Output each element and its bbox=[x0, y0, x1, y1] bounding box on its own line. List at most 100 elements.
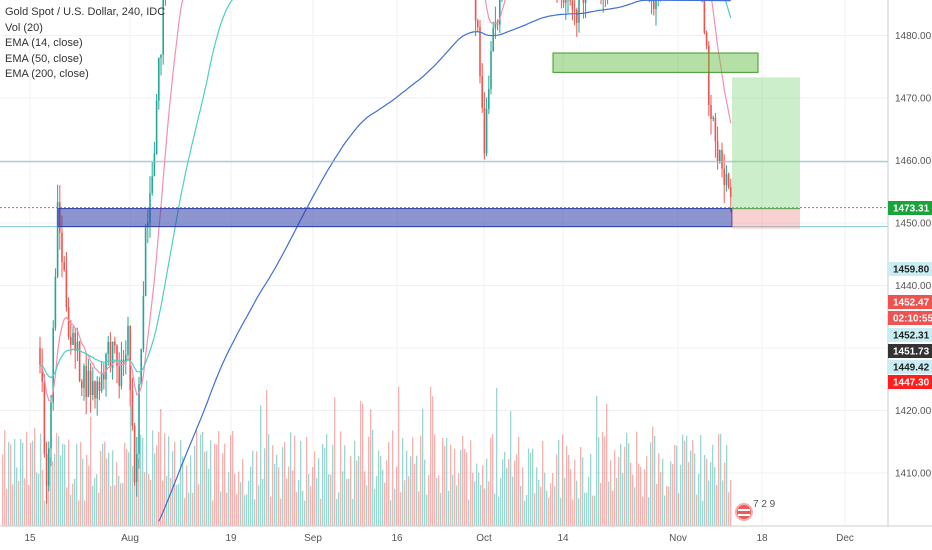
volume-bar bbox=[576, 480, 578, 526]
volume-bar bbox=[318, 458, 320, 526]
legend-vol[interactable]: Vol (20) bbox=[5, 21, 43, 34]
volume-bar bbox=[532, 448, 534, 526]
volume-bar bbox=[662, 458, 664, 526]
volume-bar bbox=[366, 485, 368, 526]
volume-bar bbox=[212, 500, 214, 526]
candle-body bbox=[103, 373, 105, 380]
volume-bar bbox=[436, 478, 438, 526]
volume-bar bbox=[162, 480, 164, 526]
candle-body bbox=[153, 153, 156, 177]
volume-bar bbox=[710, 462, 712, 526]
volume-bar bbox=[410, 456, 412, 526]
volume-bar bbox=[270, 496, 272, 526]
volume-bar bbox=[76, 443, 78, 526]
candle-body bbox=[87, 370, 90, 398]
volume-bar bbox=[482, 465, 484, 526]
volume-bar bbox=[176, 484, 178, 526]
volume-bar bbox=[192, 492, 194, 526]
volume-bar bbox=[304, 500, 306, 526]
legend-ema14[interactable]: EMA (14, close) bbox=[5, 37, 83, 49]
volume-bar bbox=[30, 442, 32, 526]
volume-bar bbox=[214, 443, 216, 526]
volume-bar bbox=[40, 433, 42, 526]
legend-title[interactable]: Gold Spot / U.S. Dollar, 240, IDC bbox=[5, 6, 166, 18]
candle-body bbox=[725, 174, 728, 185]
candle-body bbox=[485, 108, 488, 154]
legend-ema200[interactable]: EMA (200, close) bbox=[5, 68, 89, 80]
volume-bar bbox=[472, 472, 474, 526]
volume-bar bbox=[724, 462, 726, 526]
volume-bar bbox=[170, 477, 172, 526]
volume-bar bbox=[556, 454, 558, 526]
volume-bar bbox=[552, 473, 554, 526]
volume-bar bbox=[536, 467, 538, 526]
volume-bar bbox=[322, 444, 324, 526]
volume-bar bbox=[134, 451, 136, 526]
time-tick-label: 18 bbox=[756, 533, 768, 544]
volume-bar bbox=[602, 431, 604, 526]
volume-bar bbox=[84, 500, 86, 526]
volume-bar bbox=[688, 462, 690, 526]
volume-bar bbox=[324, 448, 326, 526]
candle-body bbox=[94, 381, 96, 399]
volume-bar bbox=[82, 458, 84, 526]
volume-bar bbox=[426, 494, 428, 526]
volume-bar bbox=[720, 433, 722, 526]
candle-body bbox=[710, 104, 712, 120]
volume-bar bbox=[362, 403, 364, 526]
volume-bar bbox=[136, 476, 138, 526]
volume-bar bbox=[138, 458, 140, 526]
volume-bar bbox=[648, 497, 650, 526]
candle-body bbox=[730, 187, 732, 197]
volume-bar bbox=[560, 497, 562, 526]
volume-bar bbox=[26, 431, 28, 526]
volume-bar bbox=[464, 449, 466, 526]
volume-bar bbox=[568, 455, 570, 526]
candle-body bbox=[653, 0, 655, 9]
volume-bar bbox=[698, 473, 700, 526]
price-tick-label: 1450.00 bbox=[895, 219, 932, 230]
volume-bar bbox=[506, 467, 508, 526]
volume-bar bbox=[508, 459, 510, 526]
volume-bar bbox=[390, 500, 392, 526]
volume-bar bbox=[208, 468, 210, 526]
candle-body bbox=[114, 341, 116, 346]
volume-bar bbox=[264, 448, 266, 526]
volume-bar bbox=[204, 452, 206, 526]
candle-body bbox=[125, 354, 127, 363]
price-tick-label: 1460.00 bbox=[895, 156, 932, 167]
volume-bar bbox=[298, 480, 300, 526]
candle-body bbox=[576, 9, 578, 23]
chart-legend: Gold Spot / U.S. Dollar, 240, IDC Vol (2… bbox=[5, 5, 165, 83]
volume-bar bbox=[128, 452, 130, 526]
volume-bar bbox=[574, 459, 576, 526]
ema14-line bbox=[39, 0, 732, 402]
volume-bar bbox=[196, 430, 198, 526]
time-tick-label: 16 bbox=[391, 533, 403, 544]
candle-body bbox=[494, 21, 497, 29]
volume-bar bbox=[132, 465, 134, 526]
position-target-area bbox=[732, 77, 800, 209]
candle-body bbox=[562, 0, 565, 3]
candle-body bbox=[483, 107, 486, 154]
volume-bar bbox=[684, 440, 686, 526]
volume-bar bbox=[248, 480, 250, 526]
volume-bar bbox=[54, 453, 56, 526]
volume-bar bbox=[44, 500, 46, 526]
volume-bar bbox=[360, 400, 362, 526]
volume-bar bbox=[226, 492, 228, 526]
price-tag bbox=[888, 344, 932, 358]
volume-bar bbox=[554, 486, 556, 526]
volume-bar bbox=[218, 430, 220, 526]
volume-bar bbox=[630, 462, 632, 526]
legend-ema50[interactable]: EMA (50, close) bbox=[5, 52, 83, 65]
volume-bar bbox=[14, 438, 16, 526]
volume-bar bbox=[634, 487, 636, 526]
volume-bar bbox=[570, 468, 572, 526]
volume-bar bbox=[80, 442, 82, 526]
volume-bar bbox=[36, 472, 38, 526]
volume-bar bbox=[156, 445, 158, 526]
ema50-line bbox=[39, 0, 732, 379]
volume-bar bbox=[104, 441, 106, 526]
